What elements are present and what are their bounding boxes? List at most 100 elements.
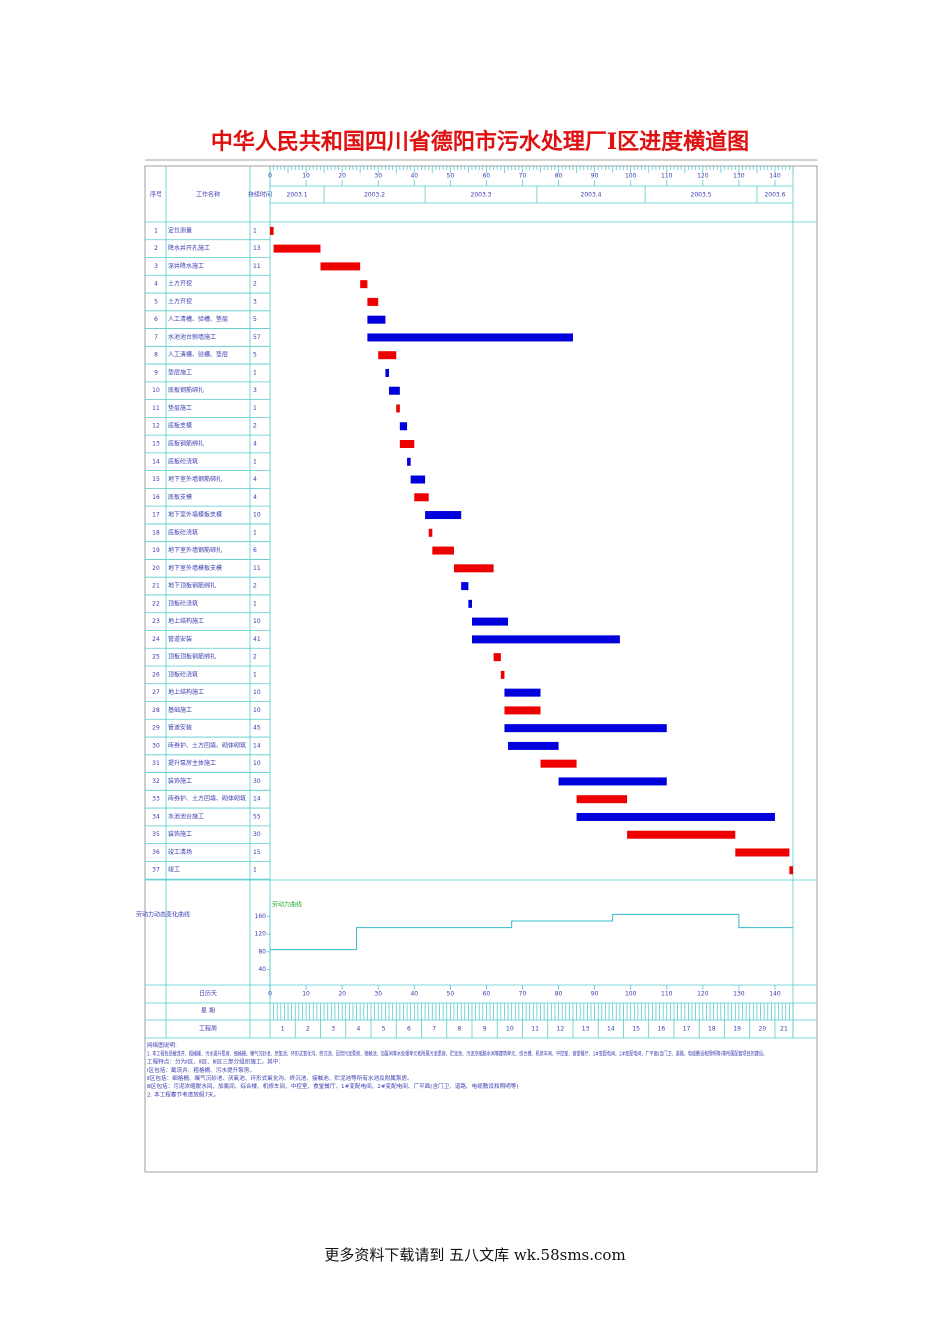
task-name: 土方开挖 bbox=[168, 280, 192, 288]
note-line: Ⅲ区包括：污泥浓缩脱水间、加氯间、综合楼、机修车间、中控室、食堂餐厅、1#变配电… bbox=[147, 1082, 519, 1090]
task-duration: 3 bbox=[253, 387, 257, 394]
task-id: 16 bbox=[152, 494, 160, 501]
task-duration: 1 bbox=[253, 867, 257, 874]
task-name: 竣工清场 bbox=[168, 848, 192, 856]
task-id: 14 bbox=[152, 458, 160, 465]
task-id: 21 bbox=[152, 583, 160, 590]
week-label: 12 bbox=[557, 1026, 565, 1033]
task-bar bbox=[471, 617, 509, 626]
task-id: 18 bbox=[152, 529, 160, 536]
task-name: 地下顶板钢筋绑扎 bbox=[168, 582, 216, 590]
x-tick-label: 90 bbox=[591, 991, 599, 998]
month-label: 2003.1 bbox=[287, 192, 308, 199]
task-id: 8 bbox=[154, 352, 158, 359]
x-tick-label: 100 bbox=[625, 991, 637, 998]
note-line: 2. 本工程春节考虑放假7天。 bbox=[147, 1090, 219, 1098]
month-label: 2003.4 bbox=[581, 192, 602, 199]
task-bar bbox=[385, 368, 390, 377]
x-tick-label: 60 bbox=[483, 173, 491, 180]
task-name: 地下室外墙钢筋绑扎 bbox=[168, 475, 222, 483]
month-label: 2003.2 bbox=[364, 192, 385, 199]
row-label: 日历天 bbox=[199, 991, 217, 998]
task-bar bbox=[360, 280, 368, 289]
task-id: 17 bbox=[152, 512, 160, 519]
task-duration: 2 bbox=[253, 654, 257, 661]
task-duration: 10 bbox=[253, 618, 261, 625]
task-id: 23 bbox=[152, 618, 160, 625]
task-bar bbox=[576, 795, 628, 804]
week-label: 19 bbox=[733, 1026, 741, 1033]
x-tick-label: 20 bbox=[338, 173, 346, 180]
task-id: 11 bbox=[152, 405, 160, 412]
note-line: Ⅰ区包括：截流井、粗格栅、污水提升泵房。 bbox=[147, 1066, 255, 1074]
y-tick-label: 40 bbox=[258, 966, 266, 973]
week-label: 16 bbox=[658, 1026, 666, 1033]
task-bar bbox=[410, 475, 426, 484]
task-id: 2 bbox=[154, 245, 158, 252]
task-duration: 3 bbox=[253, 298, 257, 305]
column-header: 工作名称 bbox=[196, 191, 220, 199]
task-id: 37 bbox=[152, 867, 160, 874]
task-bar bbox=[789, 866, 793, 875]
column-header: 持续时间 bbox=[248, 191, 272, 199]
task-duration: 45 bbox=[253, 725, 261, 732]
x-tick-label: 110 bbox=[661, 173, 673, 180]
task-bar bbox=[735, 848, 790, 857]
x-tick-label: 80 bbox=[555, 991, 563, 998]
y-tick-label: 160 bbox=[255, 913, 267, 920]
task-bar bbox=[414, 493, 429, 502]
task-id: 5 bbox=[154, 298, 158, 305]
task-duration: 10 bbox=[253, 760, 261, 767]
week-label: 2 bbox=[306, 1026, 310, 1033]
task-id: 25 bbox=[152, 654, 160, 661]
task-name: 砖券护、土方回填、砌体砌筑 bbox=[168, 741, 246, 749]
task-bar bbox=[500, 670, 505, 679]
task-id: 22 bbox=[152, 600, 160, 607]
task-name: 人工清槽、验槽、垫层 bbox=[168, 315, 228, 323]
y-tick-label: 80 bbox=[258, 948, 266, 955]
task-duration: 2 bbox=[253, 423, 257, 430]
week-label: 3 bbox=[331, 1026, 335, 1033]
task-bar bbox=[273, 244, 321, 253]
week-label: 15 bbox=[632, 1026, 640, 1033]
task-name: 地下室外墙模板支模 bbox=[168, 564, 222, 572]
task-bar bbox=[367, 297, 379, 306]
x-tick-label: 50 bbox=[447, 991, 455, 998]
note-line: 1. 本工程包括截流井、粗格栅、污水提升泵房、细格栅、曝气沉砂池、厌氧池、环形式… bbox=[147, 1049, 767, 1057]
x-tick-label: 130 bbox=[733, 991, 745, 998]
task-duration: 1 bbox=[253, 671, 257, 678]
task-duration: 41 bbox=[253, 636, 261, 643]
task-id: 34 bbox=[152, 813, 160, 820]
task-duration: 4 bbox=[253, 441, 257, 448]
task-name: 垫层施工 bbox=[168, 368, 192, 376]
task-name: 水池池台施工 bbox=[168, 812, 204, 820]
task-duration: 1 bbox=[253, 458, 257, 465]
week-label: 21 bbox=[780, 1026, 788, 1033]
task-bar bbox=[558, 777, 667, 786]
x-tick-label: 80 bbox=[555, 173, 563, 180]
task-id: 7 bbox=[154, 334, 158, 341]
task-bar bbox=[432, 546, 454, 555]
task-id: 20 bbox=[152, 565, 160, 572]
task-bar bbox=[425, 511, 462, 520]
x-tick-label: 50 bbox=[447, 173, 455, 180]
task-id: 29 bbox=[152, 725, 160, 732]
task-id: 19 bbox=[152, 547, 160, 554]
task-bar bbox=[504, 706, 541, 715]
x-tick-label: 90 bbox=[591, 173, 599, 180]
task-name: 土方开挖 bbox=[168, 297, 192, 305]
x-tick-label: 40 bbox=[410, 991, 418, 998]
task-id: 3 bbox=[154, 263, 158, 270]
task-bar bbox=[471, 635, 620, 644]
task-name: 人工清槽、验槽、垫层 bbox=[168, 351, 228, 359]
task-id: 24 bbox=[152, 636, 160, 643]
task-name: 顶板顶板钢筋绑扎 bbox=[168, 653, 216, 661]
task-duration: 1 bbox=[253, 405, 257, 412]
task-bar bbox=[627, 830, 736, 839]
labor-title: 劳动力动态变化曲线 bbox=[136, 911, 190, 919]
task-duration: 30 bbox=[253, 778, 261, 785]
task-duration: 5 bbox=[253, 352, 257, 359]
x-tick-label: 110 bbox=[661, 991, 673, 998]
